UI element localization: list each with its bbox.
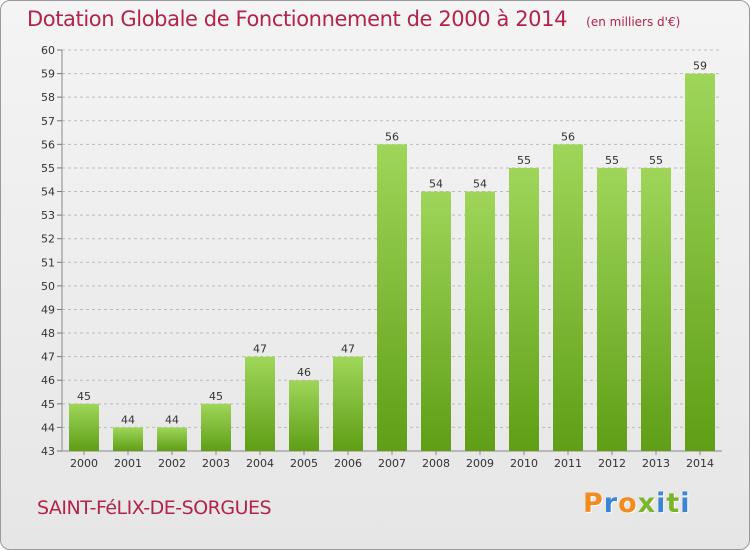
y-tick-label: 43 [41,445,55,458]
bar-value-label: 44 [121,413,135,426]
bar-value-label: 46 [297,366,311,379]
x-tick-label: 2007 [378,457,406,470]
y-tick-label: 45 [41,398,55,411]
y-tick-label: 47 [41,351,55,364]
logo-letter: t [666,488,681,519]
x-tick-label: 2001 [114,457,142,470]
x-tick-label: 2000 [70,457,98,470]
x-tick-label: 2002 [158,457,186,470]
proxiti-logo: Proxiti [583,488,691,519]
bar [333,356,363,451]
bar [157,427,187,451]
bar [201,403,231,451]
bar [553,144,583,451]
x-tick-label: 2004 [246,457,274,470]
bar [641,167,671,452]
bar [289,380,319,451]
y-tick-label: 53 [41,209,55,222]
town-name: SAINT-FéLIX-DE-SORGUES [37,497,272,519]
y-tick-label: 57 [41,115,55,128]
chart-title: Dotation Globale de Fonctionnement de 20… [27,7,568,31]
y-tick-label: 49 [41,303,55,316]
bar-value-label: 59 [693,60,707,73]
y-tick-label: 52 [41,233,55,246]
x-tick-label: 2011 [554,457,582,470]
bar-value-label: 54 [429,178,443,191]
bar-value-label: 54 [473,178,487,191]
bar-value-label: 56 [385,130,399,143]
bar [465,191,495,451]
y-tick-label: 50 [41,280,55,293]
logo-letter: r [603,488,619,519]
x-tick-label: 2006 [334,457,362,470]
y-tick-label: 55 [41,162,55,175]
y-tick-label: 59 [41,68,55,81]
y-tick-label: 60 [41,44,55,57]
bar [685,73,715,452]
bar [509,167,539,452]
chart-subtitle: (en milliers d'€) [586,15,681,29]
bar-value-label: 55 [517,154,531,167]
y-tick-label: 56 [41,138,55,151]
x-tick-label: 2008 [422,457,450,470]
bar [113,427,143,451]
x-tick-label: 2012 [598,457,626,470]
bar-value-label: 55 [605,154,619,167]
bar-value-label: 55 [649,154,663,167]
x-tick-label: 2013 [642,457,670,470]
y-tick-label: 58 [41,91,55,104]
y-tick-label: 51 [41,256,55,269]
x-tick-label: 2009 [466,457,494,470]
bar [69,403,99,451]
x-tick-label: 2005 [290,457,318,470]
bar [377,144,407,451]
x-tick-label: 2010 [510,457,538,470]
logo-letter: x [637,488,657,519]
bar [421,191,451,451]
bar-value-label: 45 [77,390,91,403]
bar [597,167,627,452]
y-tick-label: 54 [41,186,55,199]
logo-letter: o [618,488,638,519]
y-tick-label: 48 [41,327,55,340]
bar-value-label: 45 [209,390,223,403]
title-row: Dotation Globale de Fonctionnement de 20… [27,7,680,31]
x-tick-label: 2014 [686,457,714,470]
bar-value-label: 44 [165,413,179,426]
logo-letter: i [680,488,691,519]
x-tick-label: 2003 [202,457,230,470]
bar [245,356,275,451]
logo-letter: P [583,488,604,519]
y-tick-label: 44 [41,421,55,434]
logo-letter: i [656,488,667,519]
y-tick-label: 46 [41,374,55,387]
bar-value-label: 47 [341,343,355,356]
bar-value-label: 47 [253,343,267,356]
bar-value-label: 56 [561,130,575,143]
